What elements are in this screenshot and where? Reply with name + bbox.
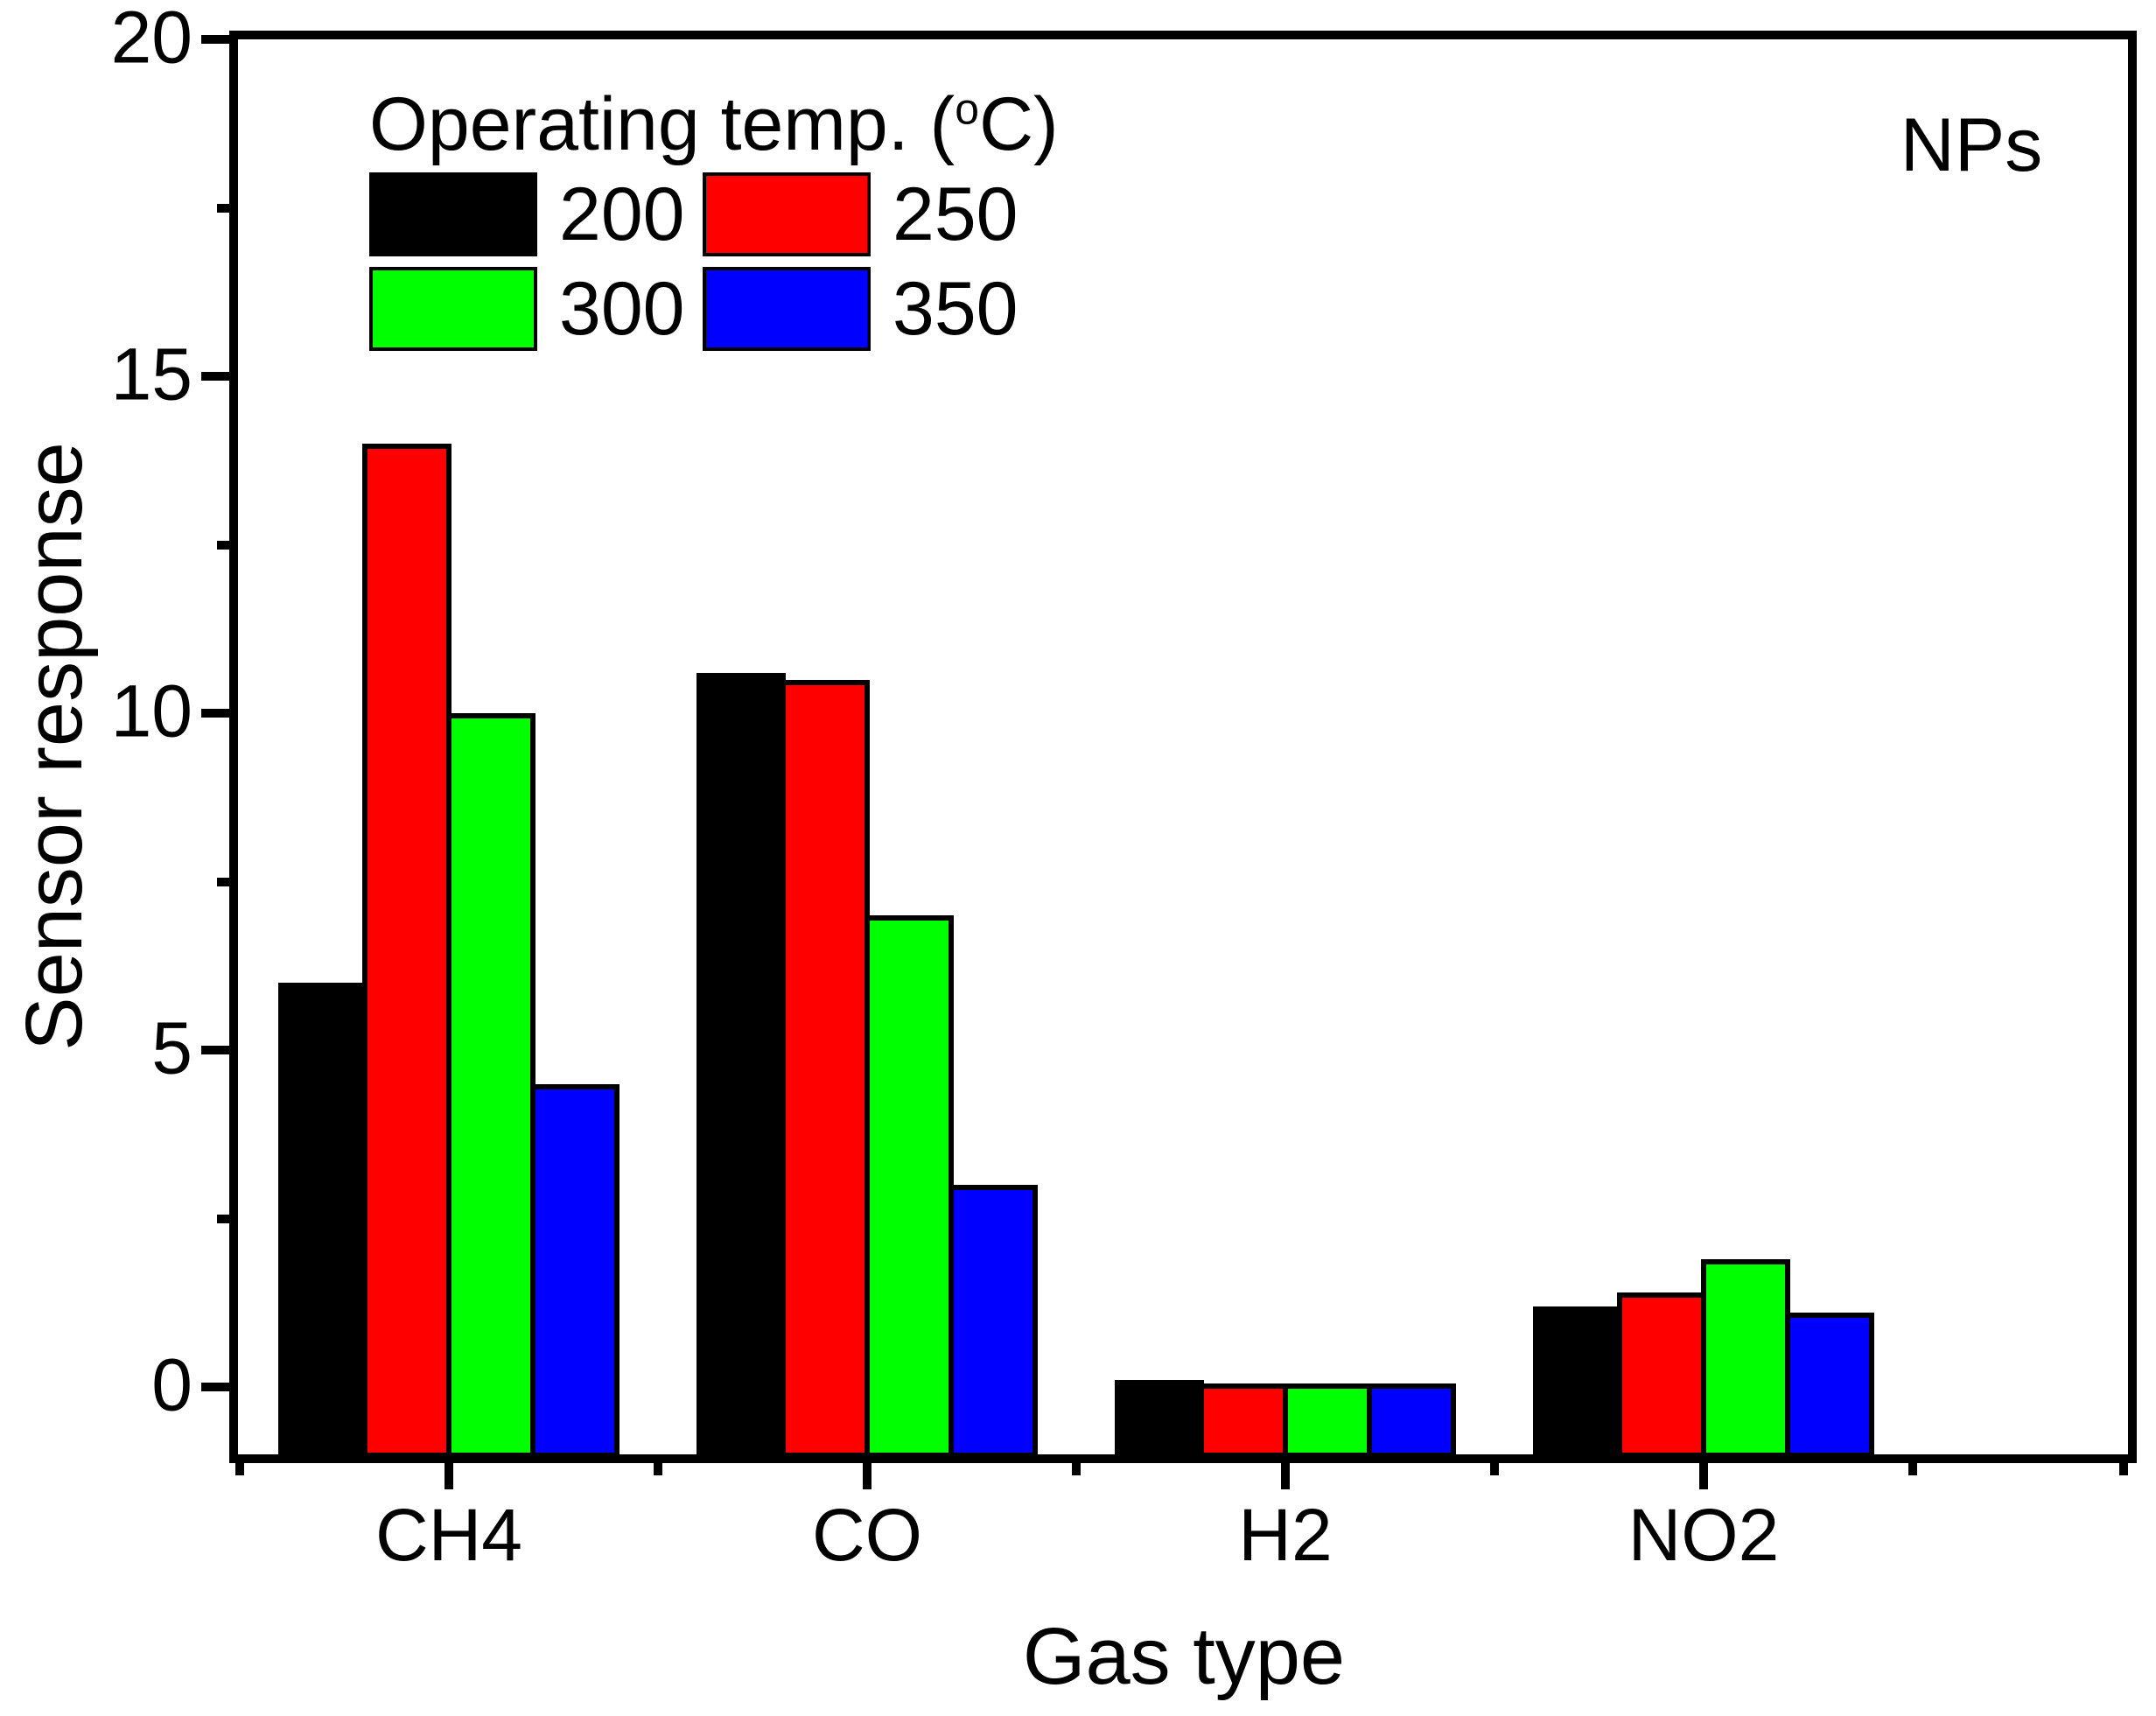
y-tick-label: 0 <box>151 1343 192 1426</box>
legend-title: Operating temp. (oC) <box>369 87 1059 162</box>
bar-co-350 <box>948 1185 1038 1458</box>
y-major-tick <box>201 709 238 718</box>
y-major-tick <box>201 1046 238 1054</box>
bar-no2-300 <box>1701 1258 1790 1458</box>
y-tick-label: 10 <box>110 669 192 753</box>
legend-row: 300 350 <box>369 267 1059 351</box>
x-tick-label: NO2 <box>1628 1494 1780 1576</box>
bar-no2-200 <box>1533 1306 1622 1458</box>
x-minor-tick <box>654 1454 662 1475</box>
bar-co-250 <box>780 679 870 1458</box>
legend-entry-350: 350 <box>703 267 1018 351</box>
legend-swatch-300 <box>369 267 537 351</box>
y-tick-label: 20 <box>110 0 192 79</box>
x-tick-label: CH4 <box>374 1494 523 1576</box>
bar-h2-350 <box>1367 1383 1456 1458</box>
y-minor-tick <box>217 540 238 550</box>
y-major-tick <box>201 372 238 381</box>
y-tick-label: 15 <box>110 333 192 416</box>
x-tick-label: CO <box>812 1494 922 1576</box>
x-minor-tick <box>1908 1454 1917 1475</box>
bar-ch4-250 <box>362 444 452 1458</box>
legend-row: 200 250 <box>369 172 1059 256</box>
x-major-tick <box>863 1454 872 1489</box>
bar-h2-200 <box>1115 1380 1204 1458</box>
bar-ch4-300 <box>446 713 536 1458</box>
x-minor-tick <box>2119 1454 2128 1475</box>
bar-co-200 <box>696 672 786 1458</box>
y-major-tick <box>201 35 238 44</box>
y-minor-tick <box>217 877 238 886</box>
legend-entry-200: 200 <box>369 172 703 256</box>
bar-ch4-350 <box>530 1083 620 1458</box>
legend-entry-250: 250 <box>703 172 1018 256</box>
legend-swatch-350 <box>703 267 871 351</box>
legend-swatch-200 <box>369 172 537 256</box>
x-minor-tick <box>235 1454 244 1475</box>
y-minor-tick <box>217 1214 238 1223</box>
legend-title-superscript: o <box>955 84 979 134</box>
bar-ch4-200 <box>278 983 368 1458</box>
legend-title-suffix: C) <box>978 82 1059 166</box>
x-major-tick <box>444 1454 453 1489</box>
x-tick-label: H2 <box>1238 1494 1333 1576</box>
legend-entry-label: 300 <box>559 267 685 351</box>
annotation-nps: NPs <box>1900 103 2043 187</box>
legend: Operating temp. (oC) 200 250 300 350 <box>369 87 1059 351</box>
x-axis-title: Gas type <box>1022 1612 1346 1701</box>
y-minor-tick <box>217 203 238 213</box>
y-tick-label: 5 <box>151 1006 192 1089</box>
legend-entry-label: 200 <box>559 172 685 256</box>
bar-h2-300 <box>1283 1383 1372 1458</box>
legend-entry-300: 300 <box>369 267 703 351</box>
x-minor-tick <box>1490 1454 1499 1475</box>
bar-no2-250 <box>1617 1292 1706 1458</box>
y-major-tick <box>201 1383 238 1391</box>
bar-co-300 <box>864 915 954 1458</box>
x-minor-tick <box>1072 1454 1081 1475</box>
legend-swatch-250 <box>703 172 871 256</box>
legend-entry-label: 350 <box>892 267 1018 351</box>
legend-rows: 200 250 300 350 <box>369 172 1059 351</box>
bar-h2-250 <box>1199 1383 1288 1458</box>
bar-no2-350 <box>1785 1313 1874 1458</box>
legend-entry-label: 250 <box>892 172 1018 256</box>
x-major-tick <box>1281 1454 1290 1489</box>
x-major-tick <box>1699 1454 1708 1489</box>
legend-title-prefix: Operating temp. ( <box>369 82 956 166</box>
